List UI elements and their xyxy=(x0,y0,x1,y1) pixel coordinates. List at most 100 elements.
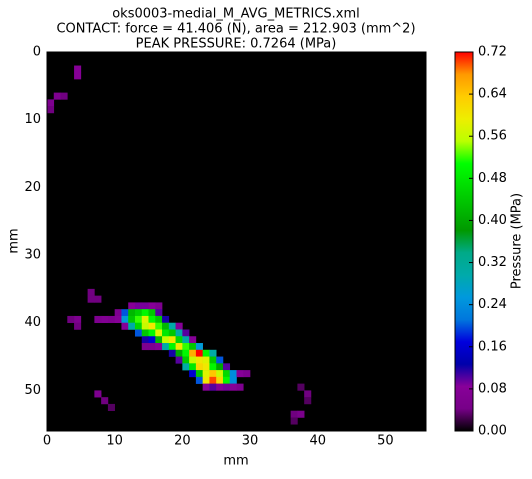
heatmap-cell xyxy=(195,370,203,378)
heatmap-cell xyxy=(134,329,143,337)
heatmap-cell xyxy=(94,295,102,303)
x-axis-label: mm xyxy=(223,454,248,469)
heatmap-cell xyxy=(134,302,143,310)
colorbar-tick-label: 0.72 xyxy=(478,45,507,60)
heatmap-cell xyxy=(297,410,305,418)
chart-title: oks0003-medial_M_AVG_METRICS.xml xyxy=(112,7,360,22)
heatmap-cell xyxy=(121,322,129,330)
heatmap-cell xyxy=(148,315,156,324)
heatmap-cell xyxy=(94,390,102,398)
heatmap-cell xyxy=(195,349,203,357)
heatmap-cell xyxy=(155,309,163,317)
heatmap-cell xyxy=(189,363,197,371)
heatmap-cell xyxy=(101,315,109,324)
heatmap-cell xyxy=(182,349,190,357)
chart-subtitle: CONTACT: force = 41.406 (N), area = 212.… xyxy=(56,22,415,37)
heatmap-cell xyxy=(290,417,298,425)
heatmap-cell xyxy=(195,356,203,364)
heatmap-cell xyxy=(209,383,217,391)
heatmap-cell xyxy=(155,322,163,330)
heatmap-cell xyxy=(141,343,149,351)
heatmap-cell xyxy=(74,65,82,73)
heatmap-cell xyxy=(202,383,210,391)
heatmap-cell xyxy=(141,302,149,310)
heatmap-cell xyxy=(229,383,237,391)
heatmap-cell xyxy=(182,363,190,371)
colorbar-tick-label: 0.16 xyxy=(478,339,507,354)
heatmap-cell xyxy=(87,295,95,303)
heatmap-cell xyxy=(134,322,143,330)
heatmap-cell xyxy=(202,376,210,384)
heatmap-cell xyxy=(134,315,143,324)
heatmap-cell xyxy=(175,329,183,337)
heatmap-cell xyxy=(229,376,237,384)
heatmap-cell xyxy=(216,370,224,378)
heatmap-cell xyxy=(182,336,190,344)
heatmap-cell xyxy=(155,302,163,310)
heatmap-cell xyxy=(148,336,156,344)
heatmap-cell xyxy=(304,390,312,398)
heatmap-cell xyxy=(101,397,109,405)
x-tick-label: 0 xyxy=(43,434,51,449)
heatmap-cell xyxy=(195,363,203,371)
heatmap-cell xyxy=(189,370,197,378)
chart-subtitle: PEAK PRESSURE: 0.7264 (MPa) xyxy=(136,37,337,52)
heatmap-cell xyxy=(216,356,224,364)
heatmap-cell xyxy=(141,322,149,330)
heatmap-cell xyxy=(141,329,149,337)
heatmap-cell xyxy=(162,343,170,351)
y-axis-label: mm xyxy=(7,228,22,253)
x-tick-label: 40 xyxy=(309,434,326,449)
heatmap-cell xyxy=(209,370,217,378)
y-tick-label: 30 xyxy=(24,248,41,263)
heatmap-cell xyxy=(236,383,244,391)
heatmap-cell xyxy=(47,106,55,114)
plot-frame xyxy=(46,51,427,432)
colorbar-tick-label: 0.40 xyxy=(478,213,507,228)
heatmap-cell xyxy=(189,349,197,357)
heatmap-cell xyxy=(60,92,68,100)
heatmap-cell xyxy=(141,336,149,344)
heatmap-cell xyxy=(209,356,217,364)
x-tick-label: 20 xyxy=(174,434,191,449)
heatmap-cell xyxy=(148,302,156,310)
heatmap-cell xyxy=(202,363,210,371)
x-tick-label: 30 xyxy=(242,434,259,449)
heatmap-cell xyxy=(162,315,170,324)
heatmap-cell xyxy=(168,322,176,330)
heatmap-cell xyxy=(182,343,190,351)
heatmap-cell xyxy=(155,343,163,351)
heatmap-cell xyxy=(189,356,197,364)
heatmap-cell xyxy=(114,315,122,324)
heatmap-cell xyxy=(290,410,298,418)
heatmap-cell xyxy=(155,336,163,344)
heatmap-cell xyxy=(229,370,237,378)
heatmap-cell xyxy=(175,343,183,351)
heatmap-cell xyxy=(175,336,183,344)
colorbar-tick-label: 0.56 xyxy=(478,129,507,144)
heatmap-cell xyxy=(243,370,251,378)
heatmap-cell xyxy=(134,309,143,317)
heatmap-cell xyxy=(222,376,231,384)
heatmap-cell xyxy=(195,376,203,384)
y-tick-label: 50 xyxy=(24,383,41,398)
heatmap-cell xyxy=(216,363,224,371)
x-tick-label: 50 xyxy=(377,434,394,449)
heatmap-cell xyxy=(162,329,170,337)
heatmap-cell xyxy=(209,376,217,384)
y-tick-label: 0 xyxy=(33,45,41,60)
heatmap-cell xyxy=(107,403,115,411)
heatmap-cell xyxy=(121,309,129,317)
heatmap-cell xyxy=(189,343,197,351)
heatmap-cell xyxy=(209,349,217,357)
y-tick-label: 10 xyxy=(24,112,41,127)
heatmap-cell xyxy=(216,376,224,384)
heatmap-cell xyxy=(175,356,183,364)
heatmap-cell xyxy=(222,383,231,391)
heatmap-cell xyxy=(202,349,210,357)
heatmap-cell xyxy=(175,349,183,357)
colorbar-tick-label: 0.64 xyxy=(478,87,507,102)
heatmap-cell xyxy=(148,322,156,330)
colorbar-tick-label: 0.24 xyxy=(478,297,507,312)
heatmap-cell xyxy=(107,315,115,324)
